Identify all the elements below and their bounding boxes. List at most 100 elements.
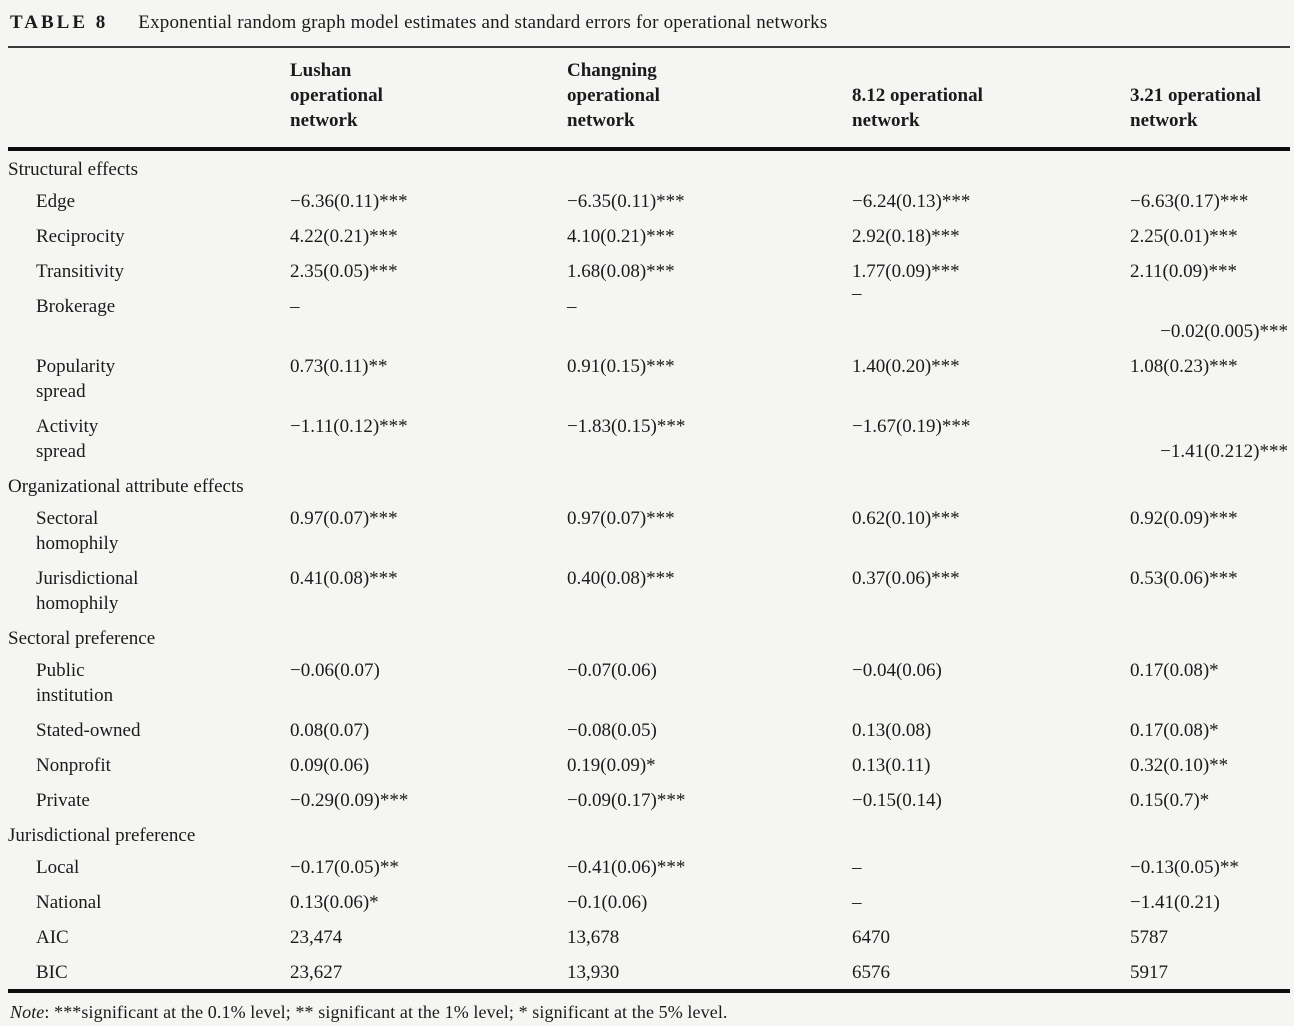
section-header: Structural effects — [8, 151, 1290, 183]
table-cell: −0.17(0.05)** — [290, 857, 399, 878]
section-label: Structural effects — [8, 159, 138, 180]
row-label: AIC — [36, 927, 69, 948]
note-text: : ***significant at the 0.1% level; ** s… — [44, 1002, 728, 1022]
table-row: Activity spread −1.11(0.12)*** −1.83(0.1… — [8, 408, 1290, 468]
table-row: AIC 23,474 13,678 6470 5787 — [8, 919, 1290, 954]
table-cell: −0.02(0.005)*** — [1160, 321, 1288, 342]
table-row: Local −0.17(0.05)** −0.41(0.06)*** – −0.… — [8, 849, 1290, 884]
row-label: Edge — [36, 191, 76, 212]
table-cell: 0.73(0.11)** — [290, 356, 388, 377]
table-cell: – — [567, 296, 577, 317]
table-row: Popularity spread 0.73(0.11)** 0.91(0.15… — [8, 348, 1290, 408]
table-cell: −1.67(0.19)*** — [852, 416, 971, 437]
table-cell: 0.09(0.06) — [290, 755, 370, 776]
row-label: Stated-owned — [36, 720, 141, 741]
row-label: Private — [36, 790, 90, 811]
table-cell: – — [290, 296, 300, 317]
table-cell: −0.15(0.14) — [852, 790, 942, 811]
table-cell: 1.68(0.08)*** — [567, 261, 675, 282]
table-header-row: Lushan operational network Changning ope… — [8, 48, 1290, 147]
table-cell: −1.41(0.212)*** — [1160, 441, 1288, 462]
table-cell: −6.35(0.11)*** — [567, 191, 685, 212]
table-cell: 0.08(0.07) — [290, 720, 370, 741]
table-row: Transitivity 2.35(0.05)*** 1.68(0.08)***… — [8, 253, 1290, 288]
table-cell: 1.40(0.20)*** — [852, 356, 960, 377]
table-cell: 0.13(0.08) — [852, 720, 932, 741]
table-cell: −0.08(0.05) — [567, 720, 657, 741]
table-cell: 0.97(0.07)*** — [290, 508, 398, 529]
table-cell: −0.29(0.09)*** — [290, 790, 409, 811]
section-label: Jurisdictional preference — [8, 825, 196, 846]
row-label: National — [36, 892, 102, 913]
bottom-rule — [8, 989, 1290, 993]
row-label: Popularity spread — [36, 356, 116, 402]
table-cell: 5787 — [1130, 927, 1168, 948]
row-label: Local — [36, 857, 80, 878]
row-label: Reciprocity — [36, 226, 125, 247]
table-cell: −0.07(0.06) — [567, 660, 657, 681]
table-cell: 1.77(0.09)*** — [852, 261, 960, 282]
table-cell: 2.35(0.05)*** — [290, 261, 398, 282]
table-cell: 0.13(0.11) — [852, 755, 931, 776]
row-label: Jurisdictional homophily — [36, 568, 139, 614]
table-cell: 0.92(0.09)*** — [1130, 508, 1238, 529]
table-row: Jurisdictional homophily 0.41(0.08)*** 0… — [8, 560, 1290, 620]
row-label: BIC — [36, 962, 68, 983]
table-cell: 5917 — [1130, 962, 1168, 983]
table-cell: −6.36(0.11)*** — [290, 191, 408, 212]
table-cell: 6576 — [852, 962, 890, 983]
table-cell: 0.41(0.08)*** — [290, 568, 398, 589]
header-rule — [8, 147, 1290, 151]
row-label: Nonprofit — [36, 755, 111, 776]
table-cell: 4.22(0.21)*** — [290, 226, 398, 247]
table-row: National 0.13(0.06)* −0.1(0.06) – −1.41(… — [8, 884, 1290, 919]
table-cell: −0.13(0.05)** — [1130, 857, 1239, 878]
table-cell: 0.19(0.09)* — [567, 755, 656, 776]
row-label: Transitivity — [36, 261, 124, 282]
table-cell: 0.32(0.10)** — [1130, 755, 1229, 776]
note-label: Note — [10, 1002, 45, 1022]
table-cell: 0.13(0.06)* — [290, 892, 379, 913]
top-rule — [8, 46, 1290, 48]
table-row: Edge −6.36(0.11)*** −6.35(0.11)*** −6.24… — [8, 183, 1290, 218]
section-header: Organizational attribute effects — [8, 468, 1290, 500]
section-header: Sectoral preference — [8, 620, 1290, 652]
table-row: Reciprocity 4.22(0.21)*** 4.10(0.21)*** … — [8, 218, 1290, 253]
column-header-changning: Changning operational network — [567, 60, 660, 131]
table-caption: Exponential random graph model estimates… — [138, 12, 828, 33]
table-title: TABLE 8 Exponential random graph model e… — [8, 12, 1290, 42]
table-cell: 0.17(0.08)* — [1130, 720, 1219, 741]
table-cell: 0.91(0.15)*** — [567, 356, 675, 377]
row-label: Public institution — [36, 660, 114, 706]
table-cell: – — [852, 283, 862, 304]
row-label: Sectoral homophily — [36, 508, 119, 554]
table-cell: −6.24(0.13)*** — [852, 191, 971, 212]
table-cell: −1.41(0.21) — [1130, 892, 1220, 913]
table-cell: −0.09(0.17)*** — [567, 790, 686, 811]
column-header-321: 3.21 operational network — [1130, 85, 1261, 131]
row-label: Brokerage — [36, 296, 116, 317]
table-row: Private −0.29(0.09)*** −0.09(0.17)*** −0… — [8, 782, 1290, 817]
table-cell: 1.08(0.23)*** — [1130, 356, 1238, 377]
table-cell: −0.06(0.07) — [290, 660, 380, 681]
table-cell: −0.04(0.06) — [852, 660, 942, 681]
table-cell: – — [852, 857, 862, 878]
table-cell: 13,930 — [567, 962, 620, 983]
table-cell: 0.40(0.08)*** — [567, 568, 675, 589]
table-cell: 6470 — [852, 927, 890, 948]
table-cell: 0.53(0.06)*** — [1130, 568, 1238, 589]
table-cell: 4.10(0.21)*** — [567, 226, 675, 247]
table-row: Public institution −0.06(0.07) −0.07(0.0… — [8, 652, 1290, 712]
table-number: TABLE 8 — [10, 12, 109, 33]
table-note: Note: ***significant at the 0.1% level; … — [8, 993, 1290, 1023]
table-cell: – — [852, 892, 862, 913]
table-row: BIC 23,627 13,930 6576 5917 — [8, 954, 1290, 989]
table-cell: 0.17(0.08)* — [1130, 660, 1219, 681]
table-cell: 0.15(0.7)* — [1130, 790, 1210, 811]
table-cell: −0.1(0.06) — [567, 892, 648, 913]
section-label: Sectoral preference — [8, 628, 156, 649]
section-label: Organizational attribute effects — [8, 476, 244, 497]
table-cell: −6.63(0.17)*** — [1130, 191, 1249, 212]
table-row: Brokerage – – – −0.02(0.005)*** — [8, 283, 1290, 348]
